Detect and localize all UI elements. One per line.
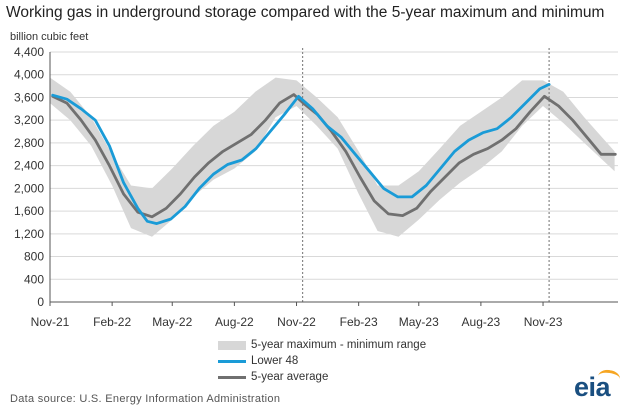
y-tick-label: 0 (37, 295, 44, 309)
logo-text: eia (574, 372, 611, 402)
y-tick-label: 800 (24, 250, 44, 264)
y-tick-label: 4,400 (14, 45, 44, 59)
x-tick-label: Nov-23 (524, 315, 563, 329)
y-tick-label: 2,800 (14, 136, 44, 150)
y-tick-label: 3,200 (14, 113, 44, 127)
x-tick-label: Aug-22 (215, 315, 254, 329)
legend-label-average: 5-year average (251, 371, 329, 383)
x-tick-labels: Nov-21 Feb-22 May-22 Aug-22 Nov-22 Feb-23 May-… (31, 315, 563, 329)
x-tick-label: Nov-22 (277, 315, 316, 329)
legend-item-average: 5-year average (218, 369, 426, 385)
y-tick-label: 1,200 (14, 227, 44, 241)
series-line-lower48 (51, 83, 551, 226)
legend-item-range: 5-year maximum - minimum range (218, 337, 426, 353)
x-tick-label: Aug-23 (462, 315, 501, 329)
x-tick-label: Nov-21 (31, 315, 70, 329)
legend-swatch-range (218, 340, 246, 350)
x-tick-label: May-22 (152, 315, 192, 329)
x-tick-label: Feb-23 (340, 315, 378, 329)
legend-item-lower48: Lower 48 (218, 353, 426, 369)
series-lines (51, 83, 617, 226)
y-tick-label: 2,400 (14, 159, 44, 173)
legend-swatch-lower48 (218, 359, 246, 363)
axes (49, 52, 618, 306)
data-source-note: Data source: U.S. Energy Information Adm… (10, 393, 281, 405)
y-tick-label: 2,000 (14, 181, 44, 195)
chart-title: Working gas in underground storage compa… (6, 4, 605, 21)
y-tick-label: 4,000 (14, 68, 44, 82)
y-tick-labels: 0 400 800 1,200 1,600 2,000 2,400 2,800 3,200 3,6… (14, 45, 44, 309)
y-tick-label: 3,600 (14, 90, 44, 104)
x-tick-label: May-23 (399, 315, 439, 329)
range-band-area (50, 77, 615, 237)
y-tick-label: 400 (24, 272, 44, 286)
y-axis-unit-label: billion cubic feet (10, 31, 89, 43)
legend: 5-year maximum - minimum range Lower 48 … (218, 337, 426, 385)
x-tick-label: Feb-22 (93, 315, 131, 329)
range-band (50, 77, 615, 237)
legend-label-lower48: Lower 48 (251, 355, 299, 367)
series-line-average (51, 93, 617, 219)
legend-swatch-average (218, 375, 246, 379)
eia-logo: eia (570, 368, 624, 406)
y-tick-label: 1,600 (14, 204, 44, 218)
legend-label-range: 5-year maximum - minimum range (251, 339, 427, 351)
